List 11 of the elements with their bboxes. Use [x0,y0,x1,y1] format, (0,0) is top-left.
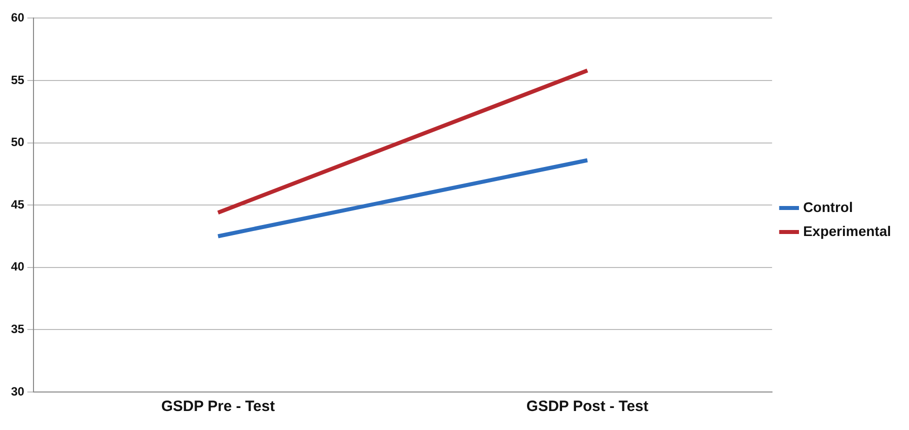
y-tick-label: 45 [10,197,25,212]
x-tick-label: GSDP Post - Test [526,398,648,416]
y-tick-label: 55 [10,72,25,87]
legend-label: Control [803,198,853,215]
y-tick-label: 30 [10,384,25,398]
y-tick-label: 40 [10,260,25,274]
y-tick-label: 60 [10,10,25,25]
x-tick-label: GSDP Pre - Test [161,398,275,416]
y-tick-label: 50 [10,135,25,150]
y-tick-label: 35 [10,322,25,336]
legend-label: Experimental [803,222,892,239]
